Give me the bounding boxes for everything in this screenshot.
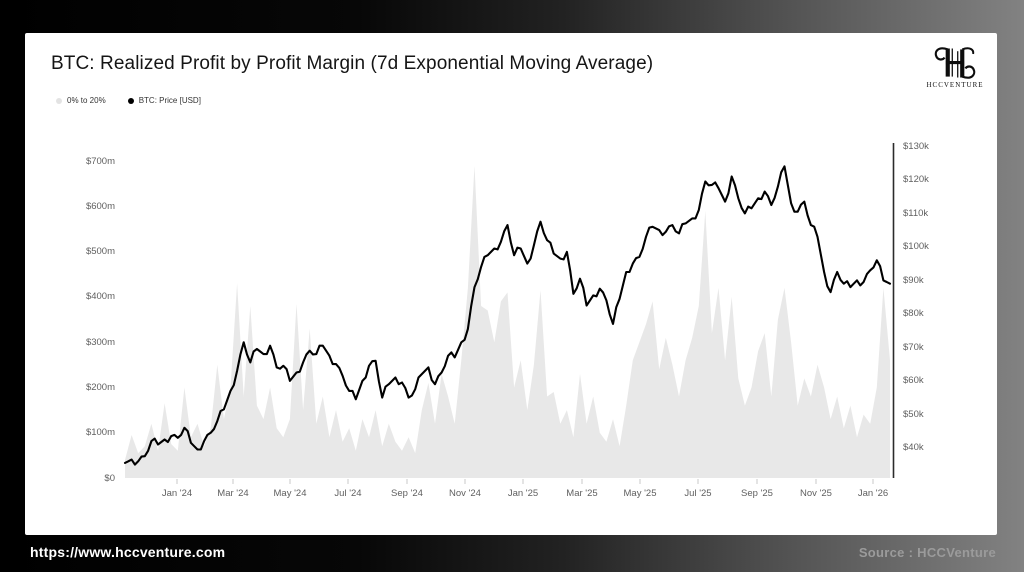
legend-label-profit: 0% to 20% <box>67 96 106 105</box>
brand-name: HCCVENTURE <box>926 81 984 89</box>
brand-logo: HCCVENTURE <box>917 35 993 97</box>
legend-item-profit: 0% to 20% <box>56 96 106 105</box>
content-panel: BTC: Realized Profit by Profit Margin (7… <box>25 33 997 535</box>
profit-series-dot-icon <box>56 97 62 104</box>
page-title: BTC: Realized Profit by Profit Margin (7… <box>51 53 654 74</box>
brand-monogram-icon <box>934 47 976 79</box>
price-series-dot-icon <box>127 97 134 104</box>
legend-label-price: BTC: Price [USD] <box>138 96 201 105</box>
legend-item-price: BTC: Price [USD] <box>127 96 201 105</box>
legend: 0% to 20% BTC: Price [USD] <box>56 96 201 105</box>
footer-url: https://www.hccventure.com <box>30 544 226 560</box>
footer-source: Source : HCCVenture <box>858 545 996 560</box>
